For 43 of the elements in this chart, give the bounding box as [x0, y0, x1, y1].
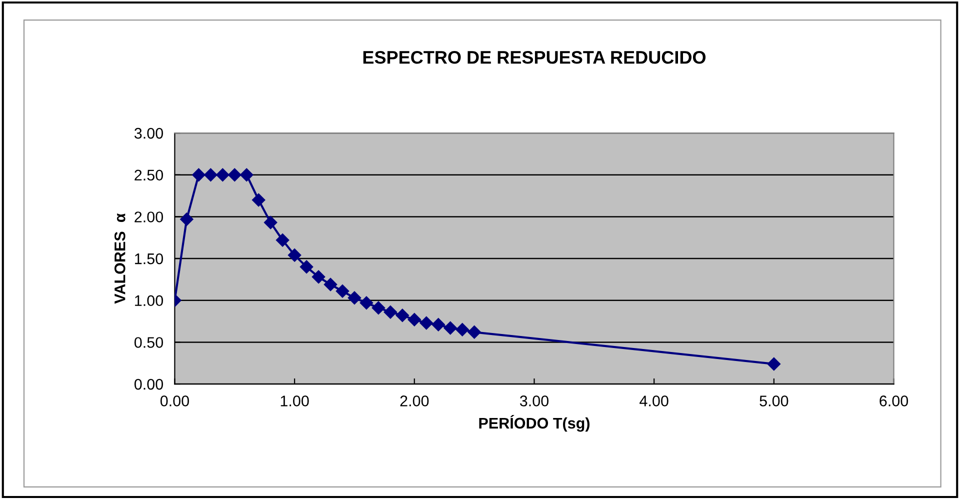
point	[432, 318, 445, 332]
y-axis-title: VALORES α	[114, 213, 126, 304]
x-tick-label: 2.00	[400, 396, 429, 406]
point	[312, 270, 326, 284]
point	[372, 301, 386, 314]
point	[276, 234, 290, 247]
point	[420, 316, 433, 330]
point	[228, 168, 242, 182]
point	[456, 323, 469, 336]
point	[408, 313, 421, 326]
point	[336, 284, 350, 298]
x-tick-label: 4.00	[640, 396, 668, 406]
x-tick-label: 1.00	[280, 396, 309, 406]
y-tick-label: 0.00	[134, 378, 164, 390]
y-tick-label: 2.50	[134, 170, 164, 181]
point	[252, 193, 266, 207]
point	[180, 212, 194, 226]
point	[384, 305, 398, 319]
point	[444, 321, 457, 335]
point	[264, 216, 278, 230]
y-tick-label: 2.00	[134, 212, 164, 222]
chart-title: ESPECTRO DE RESPUESTA REDUCIDO	[363, 50, 706, 64]
point	[204, 168, 218, 182]
point	[192, 168, 206, 182]
point	[767, 357, 781, 371]
point	[240, 168, 254, 182]
point	[288, 248, 302, 262]
point	[468, 326, 481, 339]
x-axis-title: PERÍODO T(sg)	[479, 414, 590, 432]
point	[396, 308, 410, 322]
point	[300, 260, 314, 274]
y-tick-label: 1.50	[135, 253, 164, 264]
point	[324, 278, 338, 292]
x-tick-label: 0.00	[160, 396, 189, 406]
y-tick-label: 1.00	[135, 295, 164, 306]
x-tick-label: 3.00	[520, 396, 549, 406]
point	[216, 168, 230, 182]
x-tick-label: 5.00	[760, 396, 788, 406]
y-tick-label: 0.50	[134, 337, 164, 348]
y-tick-label: 3.00	[134, 128, 164, 139]
x-tick-label: 6.00	[880, 396, 908, 406]
point	[348, 291, 362, 304]
point	[360, 296, 374, 310]
